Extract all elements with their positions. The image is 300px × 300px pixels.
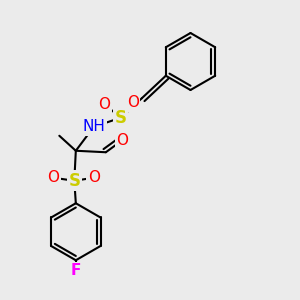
Text: O: O: [47, 170, 59, 185]
Text: O: O: [127, 95, 139, 110]
Text: O: O: [98, 97, 110, 112]
Text: S: S: [115, 109, 127, 127]
Text: O: O: [88, 170, 100, 185]
Text: NH: NH: [82, 119, 105, 134]
Text: S: S: [68, 172, 80, 190]
Text: O: O: [116, 133, 128, 148]
Text: F: F: [70, 263, 81, 278]
